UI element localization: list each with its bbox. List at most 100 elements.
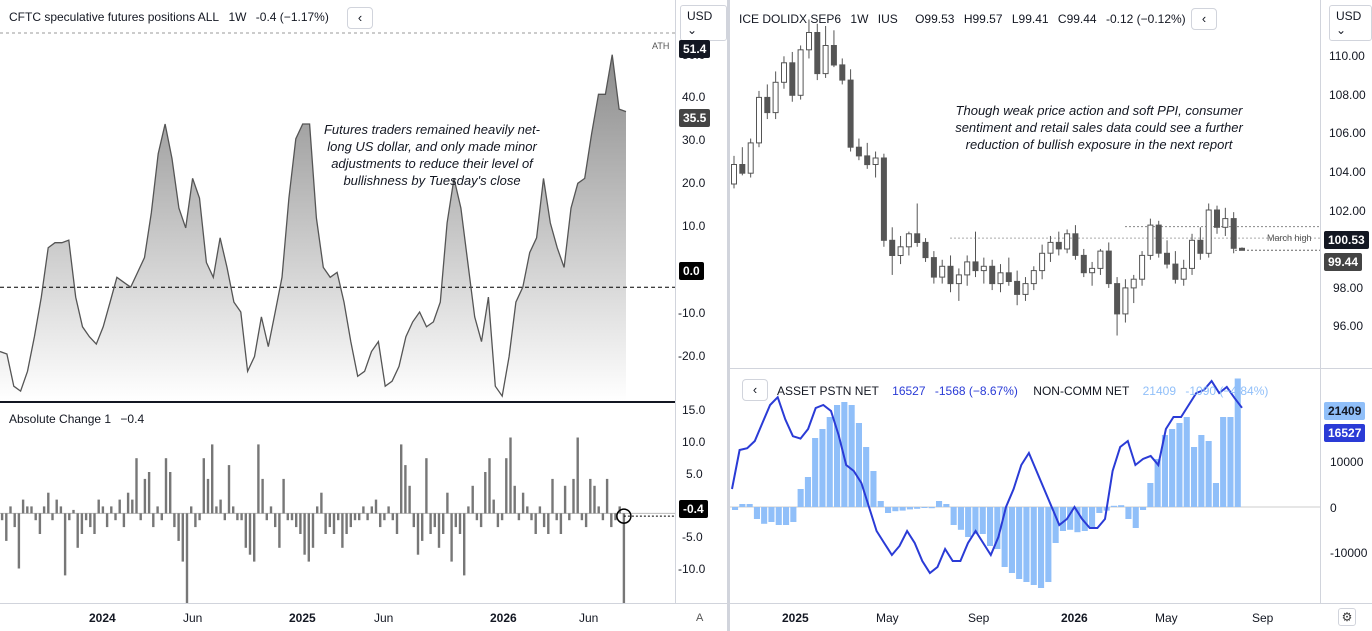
- noncomm-bar: [957, 507, 964, 530]
- cot-header: ASSET PSTN NET 16527 -1568 (−8.67%) NON-…: [777, 384, 1274, 398]
- abs-bar: [593, 485, 596, 514]
- abs-bar: [383, 513, 386, 521]
- abs-bar: [500, 513, 504, 521]
- abs-bar: [274, 513, 277, 528]
- abs-bar: [332, 513, 336, 534]
- layout-divider[interactable]: [727, 0, 730, 631]
- abs-bar: [211, 444, 214, 514]
- noncomm-bar: [1081, 507, 1088, 531]
- abs-bar: [21, 499, 25, 514]
- candle-body: [897, 246, 904, 257]
- right-time-axis[interactable]: 2025 May Sep 2026 May Sep ⚙: [730, 603, 1372, 631]
- asset-value: 16527: [892, 384, 926, 398]
- noncomm-value: 21409: [1142, 384, 1176, 398]
- pane-separator[interactable]: [730, 368, 1372, 369]
- dxy-header: ICE DOLIDX SEP6 1W IUS O99.53 H99.57 L99…: [739, 12, 1192, 26]
- settings-gear-icon[interactable]: ⚙: [1338, 608, 1356, 626]
- abs-bar: [349, 513, 352, 528]
- left-xtick: 2026: [490, 611, 517, 625]
- candle-body: [980, 265, 987, 272]
- noncomm-bar: [921, 507, 928, 508]
- abs-change-bar-chart: [0, 437, 675, 603]
- pane-separator[interactable]: [0, 401, 675, 403]
- auto-scale-button[interactable]: A: [696, 612, 704, 624]
- noncomm-bar: [965, 507, 972, 537]
- abs-bar: [530, 513, 533, 521]
- currency-select[interactable]: USD ⌄: [680, 5, 727, 41]
- noncomm-bar: [1096, 507, 1103, 513]
- cot-price-axis[interactable]: 10000 0 -10000 21409 16527: [1320, 369, 1372, 603]
- asset-change: -1568 (−8.67%): [934, 384, 1018, 398]
- noncomm-bar: [812, 438, 819, 507]
- candle-body: [1189, 239, 1195, 269]
- currency-select[interactable]: USD ⌄: [1329, 5, 1372, 41]
- abs-bar: [135, 458, 138, 514]
- candle-body: [1139, 254, 1146, 280]
- dxy-last-badge: 99.44: [1324, 253, 1363, 271]
- candle-body: [731, 164, 737, 185]
- abs-bar: [76, 513, 79, 548]
- abs-bar: [42, 506, 46, 514]
- noncomm-bar: [1191, 447, 1198, 507]
- left-xtick: 2025: [289, 611, 316, 625]
- noncomm-bar: [746, 504, 753, 507]
- abs-bar: [227, 465, 231, 514]
- abs-bar: [475, 513, 479, 521]
- abs-bar: [416, 513, 420, 555]
- dxy-ytick: 96.00: [1333, 319, 1364, 333]
- abs-bar: [190, 506, 193, 514]
- abs-bar: [408, 485, 411, 514]
- abs-price-axis[interactable]: 15.0 10.0 5.0 -5.0 -10.0 -0.4: [675, 401, 727, 603]
- noncomm-bar: [797, 489, 804, 507]
- abs-bar: [152, 513, 155, 528]
- collapse-chevron-button[interactable]: ‹: [742, 379, 768, 401]
- noncomm-bar: [1161, 435, 1168, 507]
- noncomm-bar: [848, 405, 855, 507]
- cftc-price-axis[interactable]: USD ⌄ 50.0 40.0 30.0 20.0 10.0 -10.0 -20…: [675, 0, 727, 401]
- abs-bar: [576, 437, 579, 514]
- left-xtick: Jun: [183, 611, 203, 625]
- noncomm-bar: [768, 507, 775, 522]
- noncomm-bar: [1154, 459, 1161, 507]
- candle-body: [880, 157, 887, 241]
- collapse-chevron-button[interactable]: ‹: [1191, 8, 1217, 30]
- noncomm-bar: [775, 507, 782, 525]
- left-time-axis[interactable]: 2024 Jun 2025 Jun 2026 Jun A: [0, 603, 727, 631]
- candle-body: [955, 274, 962, 285]
- abs-bar: [55, 499, 58, 514]
- candle-body: [756, 96, 762, 144]
- noncomm-bar: [783, 507, 790, 525]
- abs-bar: [93, 513, 96, 534]
- right-xtick: Sep: [968, 611, 990, 625]
- abs-bar: [198, 513, 201, 521]
- abs-bar: [513, 485, 516, 514]
- abs-bar: [105, 513, 109, 528]
- noncomm-bar: [1198, 435, 1205, 507]
- right-xtick: 2026: [1061, 611, 1088, 625]
- candle-body: [1147, 224, 1154, 256]
- abs-bar: [248, 513, 252, 555]
- candle-body: [1180, 267, 1187, 280]
- collapse-chevron-button[interactable]: ‹: [347, 7, 373, 29]
- noncomm-bar: [936, 501, 943, 507]
- candle-body: [1239, 247, 1245, 251]
- candle-body: [864, 155, 871, 166]
- noncomm-bar: [753, 507, 760, 519]
- dxy-price-axis[interactable]: USD ⌄ 110.00 108.00 106.00 104.00 102.00…: [1320, 0, 1372, 368]
- abs-ytick: 10.0: [682, 435, 706, 449]
- abs-bar: [446, 492, 449, 514]
- noncomm-bar: [1030, 507, 1037, 585]
- abs-bar: [9, 506, 12, 514]
- cftc-ytick: -20.0: [678, 349, 706, 363]
- noncomm-bar: [928, 507, 935, 509]
- abs-bar: [97, 499, 100, 514]
- abs-bar: [265, 513, 268, 521]
- abs-bar: [51, 513, 54, 521]
- candle-body: [947, 265, 954, 285]
- abs-bar: [114, 513, 117, 521]
- candle-body: [1030, 270, 1037, 285]
- abs-bar: [555, 513, 558, 521]
- candle-body: [1214, 209, 1220, 228]
- asset-badge: 16527: [1324, 424, 1366, 442]
- noncomm-bar: [1052, 507, 1059, 543]
